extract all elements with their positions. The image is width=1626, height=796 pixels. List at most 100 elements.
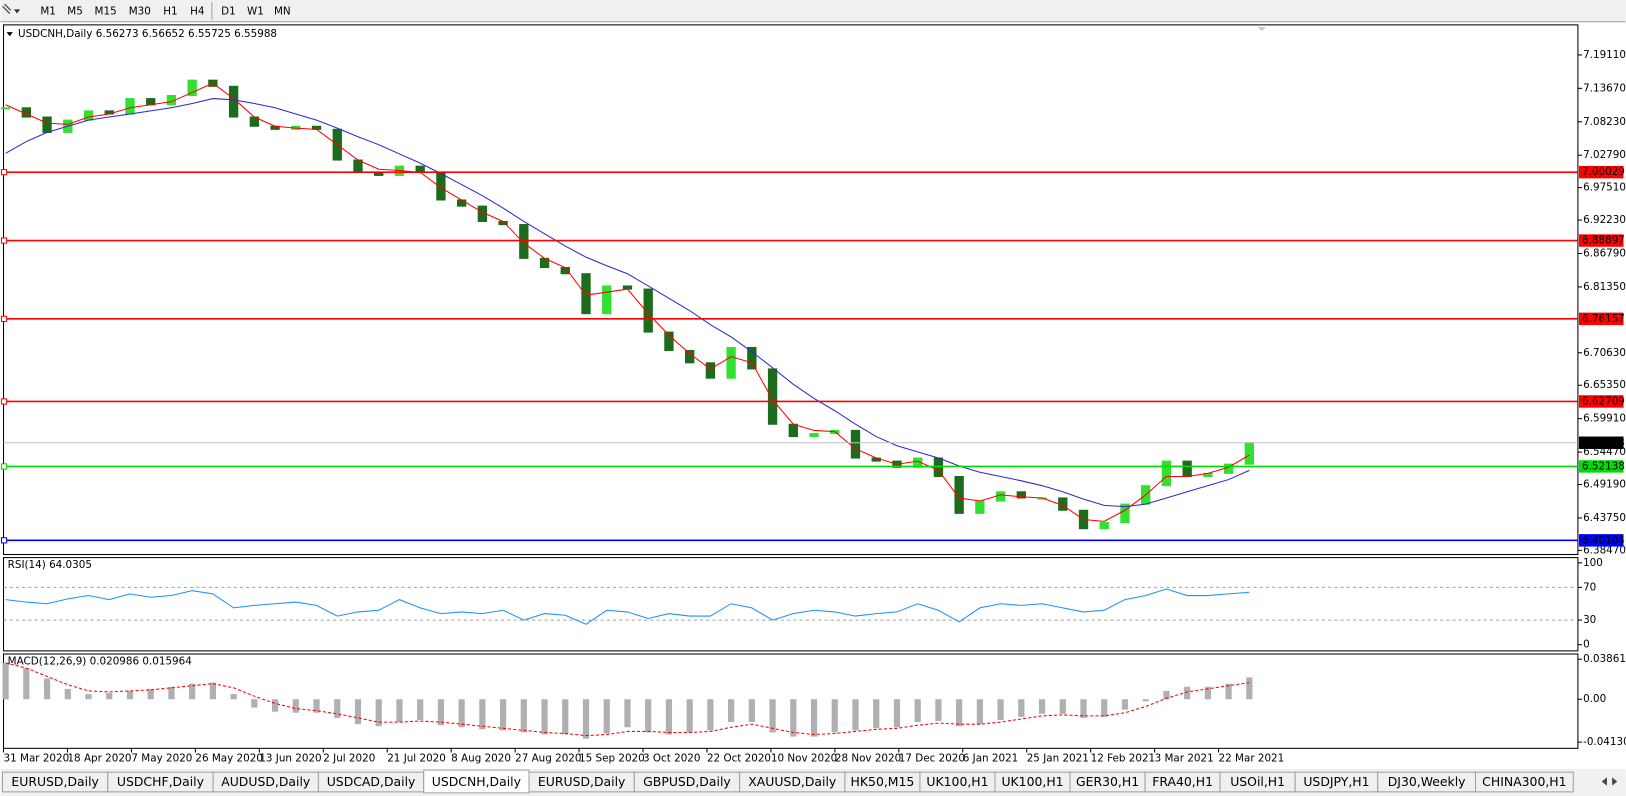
moving-average — [5, 82, 1250, 522]
candle — [83, 110, 94, 121]
timeframe-button[interactable] — [122, 2, 157, 20]
macd-bar — [1246, 677, 1253, 700]
y-tick-label: 6.81350 — [1583, 281, 1626, 293]
macd-bar — [769, 699, 776, 733]
macd-bar — [2, 662, 9, 700]
tool-icon[interactable] — [2, 3, 12, 14]
macd-name: MACD(12,26,9) — [8, 655, 87, 667]
macd-bar — [1184, 686, 1191, 700]
timeframe-label[interactable]: M15 — [95, 5, 117, 17]
y-tick-label: 6.49190 — [1583, 479, 1626, 491]
macd-bar — [1018, 699, 1025, 717]
tab-scroll-right[interactable] — [1612, 777, 1618, 786]
tab-label[interactable]: HK50,M15 — [851, 774, 915, 789]
timeframe-button[interactable] — [156, 2, 184, 20]
timeframe-buttons: M1 M5 M15 M30 H1 H4 D1 W1 MN — [34, 2, 296, 20]
macd-bar — [665, 699, 673, 735]
timeframe-label[interactable]: H4 — [190, 5, 205, 17]
tab-label[interactable]: FRA40,H1 — [1152, 774, 1213, 789]
current-price-box — [1578, 436, 1624, 449]
macd-bar — [935, 699, 942, 722]
rsi-last: 64.0305 — [49, 559, 92, 571]
x-tick-label: 25 Jan 2021 — [1027, 753, 1089, 765]
tab-label[interactable]: USDCNH,Daily — [432, 774, 521, 789]
macd-bar — [997, 699, 1004, 720]
x-tick-label: 13 Jun 2020 — [259, 753, 321, 765]
tab-label[interactable]: GER30,H1 — [1076, 774, 1139, 789]
timeframe-button[interactable] — [88, 2, 123, 20]
timeframe-label[interactable]: M30 — [129, 5, 151, 17]
candle — [705, 362, 716, 379]
tab-label[interactable]: EURUSD,Daily — [11, 774, 98, 789]
tab-scroll-left[interactable] — [1601, 777, 1607, 786]
tab-label[interactable]: DJ30,Weekly — [1388, 774, 1466, 789]
macd-chart: 0.038615 0.00 -0.041306 — [2, 653, 1626, 748]
tab-label[interactable]: UK100,H1 — [926, 774, 988, 789]
candle — [1120, 503, 1130, 524]
timeframe-label[interactable]: MN — [274, 5, 291, 17]
low: 6.55725 — [188, 28, 231, 40]
candle — [726, 346, 736, 379]
y-tick-label: 30 — [1583, 614, 1596, 626]
level-marker — [0, 537, 8, 544]
candle — [664, 331, 674, 352]
candle — [456, 199, 467, 207]
x-tick-label: 12 Feb 2021 — [1091, 753, 1155, 765]
tab-label[interactable]: USDCHF,Daily — [117, 774, 204, 789]
tab[interactable] — [1474, 771, 1574, 793]
timeframe-label[interactable]: D1 — [221, 5, 236, 17]
timeframe-button[interactable] — [268, 2, 296, 20]
y-tick-label: 70 — [1583, 581, 1596, 593]
tab-label[interactable]: CHINA300,H1 — [1482, 774, 1566, 789]
timeframe-label[interactable]: M5 — [67, 5, 83, 17]
y-tick-label: -0.041306 — [1583, 736, 1626, 748]
rsi-panel — [3, 557, 1579, 652]
tab-label[interactable]: GBPUSD,Daily — [643, 774, 731, 789]
macd-bar — [810, 699, 818, 737]
candle — [684, 349, 695, 364]
macd-bar — [417, 699, 424, 720]
candle — [975, 500, 985, 514]
timeframe-button[interactable] — [183, 2, 211, 20]
tab-label[interactable]: EURUSD,Daily — [538, 774, 626, 789]
candle — [850, 429, 861, 459]
macd-bar — [1080, 699, 1087, 718]
macd-bar — [645, 699, 652, 733]
macd-bar — [354, 699, 362, 725]
tab-label[interactable]: XAUUSD,Daily — [748, 774, 836, 789]
timeframe-label[interactable]: M1 — [40, 5, 56, 17]
level-label: 6.40104 — [1582, 534, 1625, 546]
timeframe-button[interactable] — [34, 2, 62, 20]
macd-bar — [334, 699, 341, 718]
timeframe-label[interactable]: H1 — [163, 5, 177, 17]
macd-bar — [541, 699, 548, 735]
tab-label[interactable]: USOil,H1 — [1230, 774, 1285, 789]
tool-dropdown[interactable] — [13, 9, 21, 14]
price-chart: 7.19110 7.13670 7.08230 7.02790 6.97510 6.922… — [0, 49, 1626, 765]
timeframe-button[interactable] — [241, 2, 269, 20]
tab-label[interactable]: UK100,H1 — [1001, 774, 1063, 789]
macd-bar — [292, 699, 299, 713]
level-label-box — [1578, 534, 1624, 547]
timeframe-button[interactable] — [61, 2, 89, 20]
macd-bar — [1121, 699, 1129, 710]
x-tick-label: 15 Sep 2020 — [579, 753, 645, 765]
tab-label[interactable]: USDCAD,Daily — [327, 774, 416, 789]
symbol: USDCNH,Daily — [18, 28, 92, 40]
candle — [788, 423, 798, 438]
x-tick-label: 22 Oct 2020 — [707, 753, 771, 765]
macd-bar — [790, 699, 797, 737]
tab-label[interactable]: AUDUSD,Daily — [221, 774, 310, 789]
timeframe-button[interactable] — [214, 2, 242, 20]
close: 6.55988 — [234, 28, 277, 40]
macd-bar — [728, 699, 735, 723]
level-marker — [0, 237, 8, 244]
tab-label[interactable]: USDJPY,H1 — [1303, 774, 1369, 789]
timeframe-label[interactable]: W1 — [247, 5, 264, 17]
macd-bar — [873, 699, 880, 729]
level-label: 6.76157 — [1582, 313, 1625, 325]
candle — [187, 79, 197, 97]
candle — [809, 432, 819, 438]
